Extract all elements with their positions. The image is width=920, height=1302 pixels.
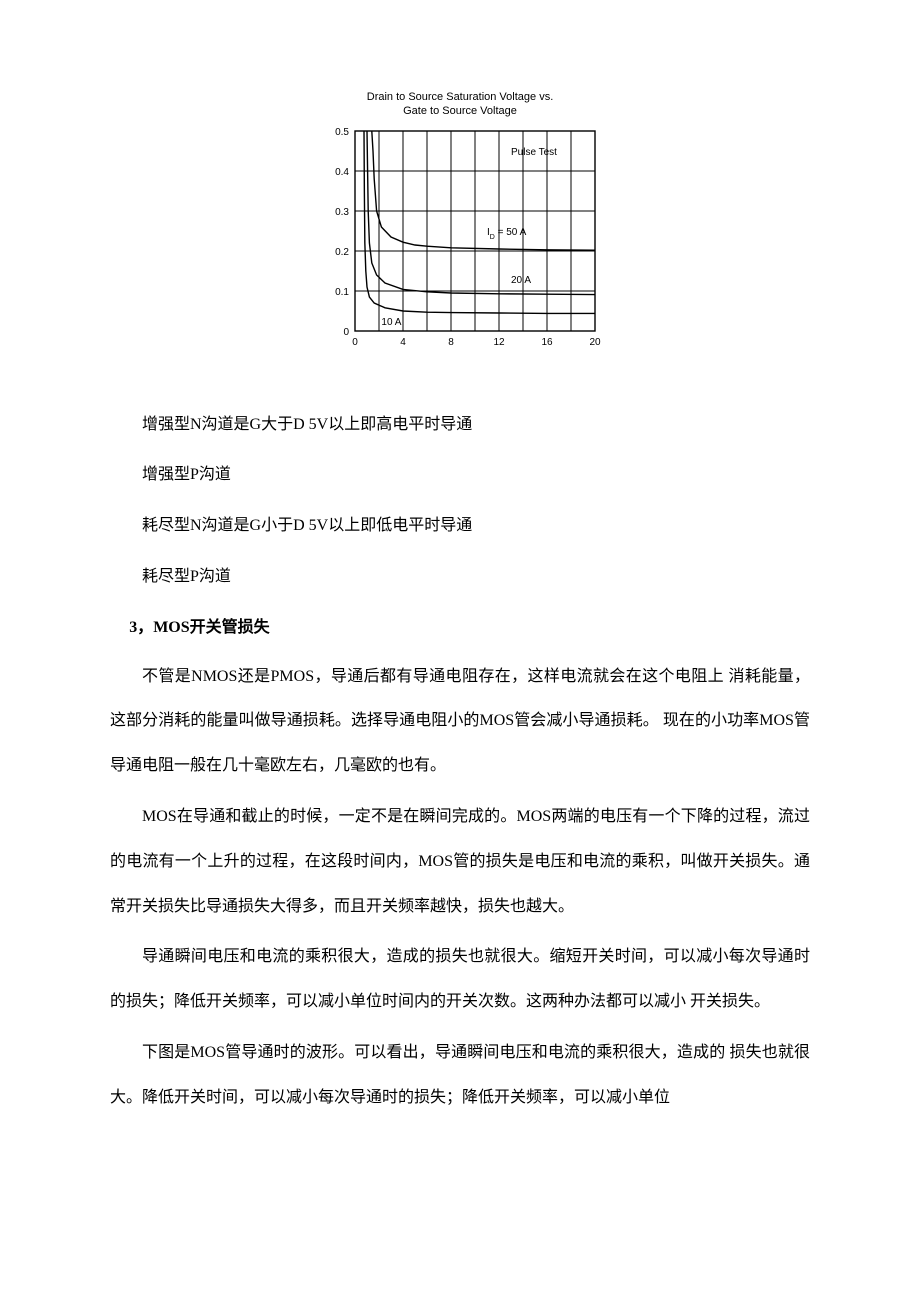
svg-text:Pulse Test: Pulse Test xyxy=(511,147,557,158)
chart-container: Drain to Source Saturation Voltage vs. G… xyxy=(110,90,810,353)
svg-text:12: 12 xyxy=(493,337,505,348)
svg-text:0.2: 0.2 xyxy=(335,247,349,258)
paragraph-switching-loss: MOS在导通和截止的时候，一定不是在瞬间完成的。MOS两端的电压有一个下降的过程… xyxy=(110,795,810,929)
svg-text:20: 20 xyxy=(589,337,601,348)
svg-text:16: 16 xyxy=(541,337,553,348)
svg-text:0.4: 0.4 xyxy=(335,167,349,178)
chart-title-line2: Gate to Source Voltage xyxy=(403,105,517,117)
svg-text:0: 0 xyxy=(352,337,358,348)
svg-text:ID = 50 A: ID = 50 A xyxy=(487,227,527,241)
svg-text:8: 8 xyxy=(448,337,454,348)
section-heading-mos-loss: 3，MOS开关管损失 xyxy=(110,606,810,651)
svg-text:0.3: 0.3 xyxy=(335,207,349,218)
paragraph-reduce-loss: 导通瞬间电压和电流的乘积很大，造成的损失也就很大。缩短开关时间，可以减小每次导通… xyxy=(110,935,810,1025)
document-page: Drain to Source Saturation Voltage vs. G… xyxy=(0,0,920,1187)
saturation-voltage-chart: 0 0.1 0.2 0.3 0.4 0.5 0 4 8 12 16 20 Pulse Test ID = … xyxy=(315,123,605,353)
paragraph-conduction-loss: 不管是NMOS还是PMOS，导通后都有导通电阻存在，这样电流就会在这个电阻上 消… xyxy=(110,655,810,789)
svg-text:0: 0 xyxy=(343,327,349,338)
paragraph-depletion-p: 耗尽型P沟道 xyxy=(110,555,810,600)
paragraph-waveform-intro: 下图是MOS管导通时的波形。可以看出，导通瞬间电压和电流的乘积很大，造成的 损失… xyxy=(110,1031,810,1121)
chart-title: Drain to Source Saturation Voltage vs. G… xyxy=(315,90,605,119)
chart-block: Drain to Source Saturation Voltage vs. G… xyxy=(315,90,605,353)
svg-text:4: 4 xyxy=(400,337,406,348)
paragraph-depletion-n: 耗尽型N沟道是G小于D 5V以上即低电平时导通 xyxy=(110,504,810,549)
svg-text:0.5: 0.5 xyxy=(335,127,349,138)
svg-text:10 A: 10 A xyxy=(381,317,401,328)
svg-text:0.1: 0.1 xyxy=(335,287,349,298)
paragraph-enhanced-p: 增强型P沟道 xyxy=(110,453,810,498)
paragraph-enhanced-n: 增强型N沟道是G大于D 5V以上即高电平时导通 xyxy=(110,403,810,448)
chart-title-line1: Drain to Source Saturation Voltage vs. xyxy=(367,91,554,103)
svg-text:20 A: 20 A xyxy=(511,275,531,286)
